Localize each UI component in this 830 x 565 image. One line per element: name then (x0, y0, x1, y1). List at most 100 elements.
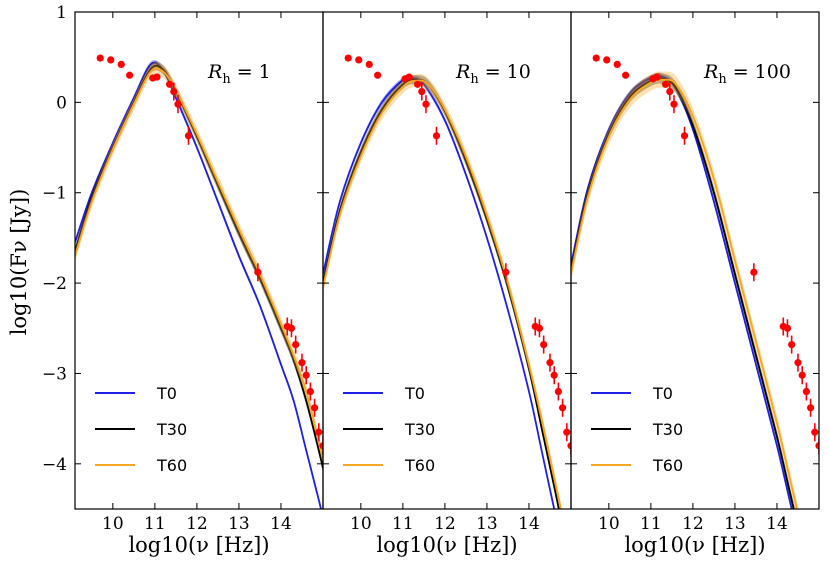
observed-point (418, 87, 426, 96)
x-tick-label: 13 (476, 514, 498, 534)
observed-point (96, 54, 104, 62)
y-tick-label: 0 (56, 93, 67, 113)
observed-point (798, 371, 806, 379)
panel-label-3: Rh = 100 (703, 61, 791, 87)
observed-point (546, 359, 554, 367)
plot-area-1 (75, 54, 323, 509)
legend-label-t30: T30 (652, 420, 683, 439)
series-line-t0-panel-1 (75, 61, 322, 509)
legend-panel-3: T0 T30 T60 (591, 384, 683, 475)
legend-label-t0: T0 (404, 384, 425, 403)
observed-point (794, 359, 802, 367)
plot-area-2 (323, 54, 571, 509)
observed-point (174, 100, 182, 108)
x-tick-label: 13 (228, 514, 250, 534)
x-tick-label: 14 (270, 514, 292, 534)
observed-point (374, 71, 382, 79)
legend-label-t30: T30 (404, 420, 435, 439)
observed-point (783, 324, 792, 332)
x-tick-label: 10 (598, 514, 620, 534)
band-t60-panel-3 (571, 71, 799, 509)
observed-point (355, 56, 363, 64)
observed-point (750, 268, 758, 276)
y-tick-label: −3 (42, 364, 67, 384)
panel-frame-1 (74, 11, 324, 510)
legend-label-t30: T30 (156, 420, 187, 439)
panel-label-2: Rh = 10 (455, 61, 531, 87)
observed-point (170, 87, 178, 96)
series-line-t0-panel-3 (571, 74, 793, 509)
observed-point (302, 371, 310, 379)
observed-point (184, 132, 193, 140)
observed-point (117, 60, 125, 69)
observed-point (670, 100, 678, 108)
observed-point (802, 387, 810, 396)
legend-label-t60: T60 (404, 456, 435, 475)
x-tick-label: 13 (724, 514, 746, 534)
y-tick-label: −1 (42, 184, 67, 204)
observed-point (535, 324, 544, 332)
observed-point (298, 359, 306, 367)
observed-point (292, 340, 300, 349)
observed-point (502, 268, 510, 276)
legend-panel-1: T0 T30 T60 (95, 384, 187, 475)
legend-label-t60: T60 (156, 456, 187, 475)
observed-point (680, 132, 689, 140)
observed-point (306, 387, 314, 396)
observed-point (405, 73, 413, 81)
observed-point (603, 56, 611, 64)
series-line-t60-panel-2 (323, 79, 562, 509)
observed-point (344, 54, 352, 62)
observed-point (563, 428, 571, 436)
observed-point (550, 371, 558, 379)
observed-point (413, 80, 422, 88)
observed-point (126, 71, 134, 79)
band-t0-panel-2 (323, 74, 555, 509)
observed-point (254, 268, 262, 276)
observed-point (540, 340, 548, 349)
observed-point (653, 73, 661, 81)
x-tick-label: 11 (392, 514, 414, 534)
observed-point (319, 442, 323, 450)
observed-point (806, 404, 815, 412)
band-t30-panel-2 (323, 75, 560, 509)
series-line-t30-panel-3 (571, 77, 795, 509)
band-t60-panel-1 (75, 62, 323, 466)
observed-point (432, 132, 441, 140)
panel-3: 10 11 12 13 14 Rh = 100 T0 T30 T60 (570, 11, 820, 534)
observed-point (666, 87, 674, 96)
panel-label-1: Rh = 1 (207, 61, 271, 87)
x-tick-label: 12 (186, 514, 208, 534)
x-axis-title-panel-3: log10(ν [Hz]) (624, 533, 765, 557)
x-axis-title-panel-2: log10(ν [Hz]) (376, 533, 517, 557)
observed-point (107, 56, 115, 64)
legend-label-t0: T0 (156, 384, 177, 403)
observed-point (558, 404, 567, 412)
observed-point (592, 54, 600, 62)
x-axis-title-panel-1: log10(ν [Hz]) (128, 533, 269, 557)
observed-point (622, 71, 630, 79)
x-tick-label: 11 (640, 514, 662, 534)
y-tick-label: −4 (42, 455, 67, 475)
x-tick-label: 12 (682, 514, 704, 534)
observed-point (310, 404, 319, 412)
legend-label-t60: T60 (652, 456, 683, 475)
observed-point (315, 428, 323, 436)
x-tick-label: 11 (144, 514, 166, 534)
series-line-t60-panel-1 (75, 67, 323, 460)
series-line-t30-panel-1 (75, 64, 323, 469)
x-tick-label: 12 (434, 514, 456, 534)
legend-label-t0: T0 (652, 384, 673, 403)
panel-frame-3 (570, 11, 820, 510)
y-axis-title: log10(Fν [Jy]) (7, 189, 31, 336)
panel-frame-2 (322, 11, 572, 510)
x-tick-label: 14 (518, 514, 540, 534)
observed-point (567, 442, 571, 450)
observed-point (422, 100, 430, 108)
panel-2: 10 11 12 13 14 Rh = 10 T0 T30 T60 (322, 11, 572, 534)
observed-point (165, 80, 174, 88)
x-tick-label: 10 (102, 514, 124, 534)
legend-panel-2: T0 T30 T60 (343, 384, 435, 475)
